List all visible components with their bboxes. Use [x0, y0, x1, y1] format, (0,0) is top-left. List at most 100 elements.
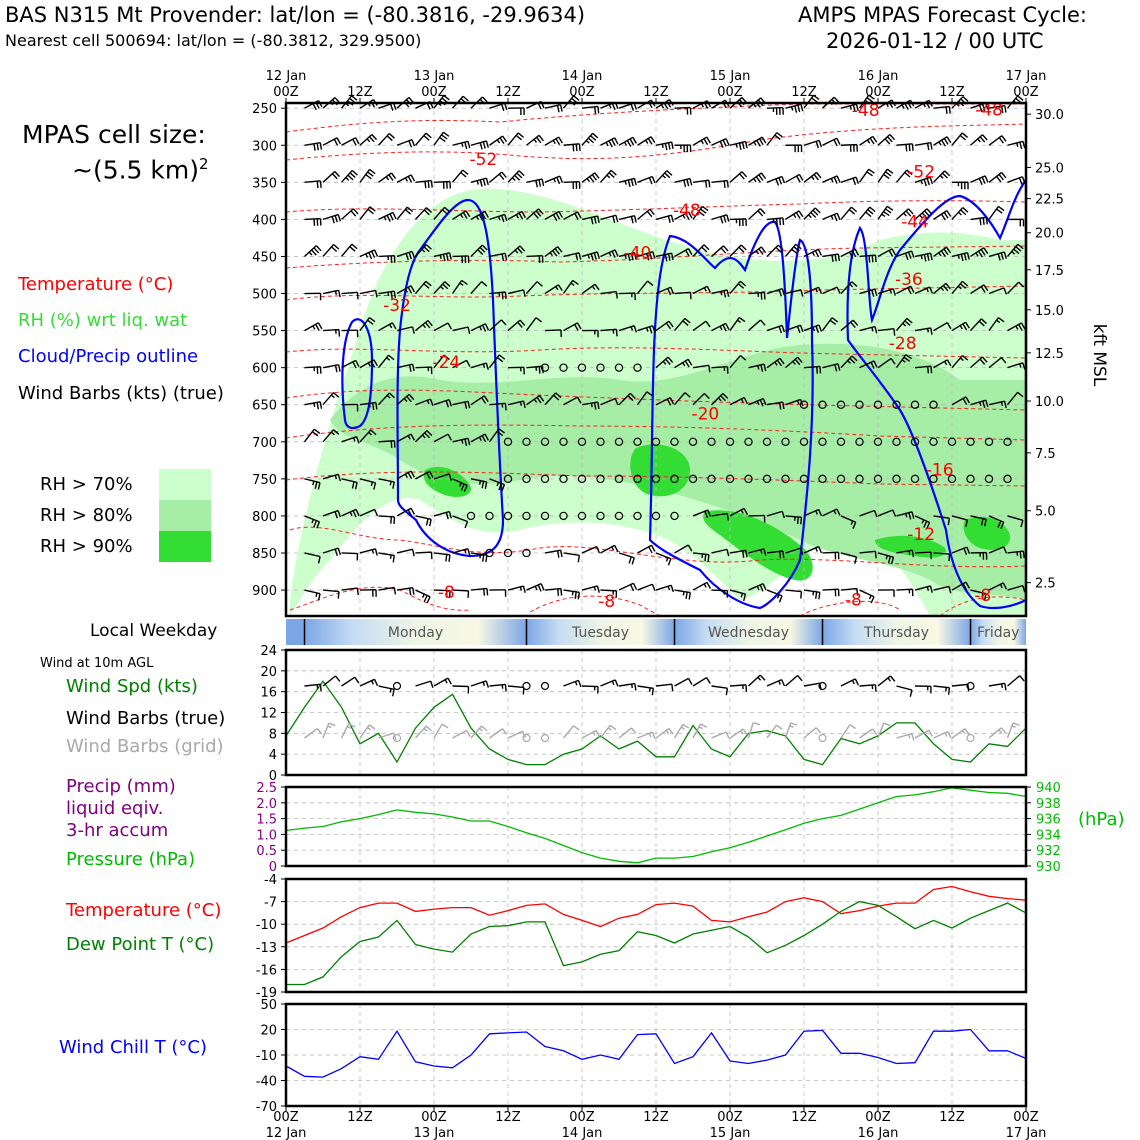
wind-barb-flag — [983, 284, 989, 292]
wind-barb — [970, 134, 983, 146]
wind-barb-half — [866, 139, 871, 144]
calm-wind-circle — [818, 681, 827, 691]
wind-barb-flag — [423, 246, 430, 253]
wind-barb-flag — [559, 175, 564, 183]
wind-barb-10m-grid-flag — [752, 722, 761, 726]
pressure-tick-label: 700 — [252, 436, 277, 451]
wind-barb-flag — [948, 586, 952, 594]
wind-barb-flag — [739, 355, 747, 361]
wind-barb — [526, 134, 540, 146]
wind-barb-flag — [666, 398, 672, 406]
wind-barb-half — [926, 586, 930, 591]
wind-barb-flag — [626, 140, 632, 147]
panel-y-tick-label: 20 — [260, 665, 277, 680]
wind-barb-flag — [855, 176, 860, 185]
wind-barb — [655, 397, 671, 406]
wind-barb-flag — [608, 172, 615, 178]
wind-barb-flag — [817, 248, 823, 256]
wind-barb-flag — [355, 360, 360, 367]
wind-barb-half — [389, 481, 392, 486]
wind-barb-flag — [687, 544, 693, 552]
wind-barb-flag — [539, 395, 545, 402]
wind-barb-flag — [448, 554, 451, 562]
wind-barb — [433, 552, 450, 556]
calm-wind-circle — [559, 474, 568, 484]
wind-barb-half — [938, 141, 942, 146]
wind-barb-half — [881, 213, 886, 218]
wind-barb-flag — [703, 244, 710, 251]
wind-barb-flag — [367, 319, 374, 325]
wind-barb-flag — [890, 556, 895, 565]
wind-barb-flag — [533, 212, 539, 219]
wind-barb-half — [830, 178, 834, 183]
temperature-contour-label: -40 — [624, 243, 652, 263]
calm-wind-circle — [744, 437, 753, 446]
wind-barb-10m-true-half — [611, 680, 615, 686]
wind-barb-flag — [481, 244, 488, 251]
wind-barb-half — [735, 143, 738, 148]
wind-barb-half — [740, 398, 744, 403]
wind-barb-flag — [985, 217, 988, 225]
wind-barb-half — [665, 557, 669, 562]
wind-barb-flag — [425, 280, 432, 287]
wind-barb-10m-true — [655, 683, 672, 687]
wind-barb — [692, 136, 708, 146]
top-hour-label: 00Z — [865, 85, 891, 100]
wind-barb-flag — [578, 252, 582, 260]
wind-barb-10m-true-flag — [430, 680, 434, 688]
wind-barb-flag — [593, 216, 597, 224]
wind-barb-flag — [796, 326, 801, 334]
wind-barb — [341, 359, 357, 369]
wind-barb-flag — [930, 142, 933, 150]
wind-barb-flag — [961, 280, 969, 287]
wind-barb-flag — [481, 435, 487, 443]
top-hour-label: 12Z — [939, 85, 965, 100]
wind-barb-flag — [518, 212, 524, 220]
wind-barb-10m-grid-flag — [651, 731, 656, 739]
wind-barb-flag — [652, 325, 656, 333]
wind-barb-half — [959, 357, 964, 362]
wind-barb — [803, 286, 819, 295]
wind-barb — [766, 175, 783, 183]
wind-barb-flag — [312, 103, 317, 111]
wind-barb-flag — [615, 291, 618, 299]
wind-barb-10m-grid-flag — [911, 733, 915, 741]
wind-barb — [914, 252, 931, 258]
wind-barb-flag — [708, 180, 711, 188]
wind-barb-flag — [755, 176, 761, 183]
calm-wind-circle — [855, 400, 864, 409]
kft-tick-label: 2.5 — [1035, 577, 1056, 592]
wind-barb-flag — [313, 143, 316, 151]
wind-barb — [951, 132, 963, 146]
wind-barb — [433, 433, 449, 443]
wind-barb — [859, 589, 875, 598]
wind-barb-flag — [910, 285, 915, 293]
wind-barb-half — [404, 177, 408, 182]
wind-barb-flag — [874, 255, 877, 263]
calm-wind-circle — [522, 511, 531, 521]
wind-barb-flag — [850, 321, 856, 328]
wind-barb-10m-true-half — [778, 680, 781, 685]
calm-wind-circle — [633, 363, 642, 372]
wind-barb-flag — [704, 554, 707, 562]
wind-barb-flag — [627, 179, 631, 187]
wind-barb — [822, 286, 838, 295]
wind-barb — [322, 137, 338, 146]
wind-barb-half — [682, 362, 686, 367]
bottom-hour-label: 12Z — [347, 1110, 373, 1125]
wind-barb-flag — [393, 291, 397, 299]
wind-barb — [636, 280, 649, 294]
pressure-right-tick-label: 938 — [1036, 797, 1061, 812]
wind-barb — [562, 280, 574, 294]
wind-barb-flag — [347, 174, 354, 181]
wind-barb-flag — [574, 591, 577, 599]
wind-barb-flag — [498, 428, 505, 434]
calm-wind-circle — [540, 511, 550, 521]
top-hour-label: 00Z — [569, 85, 595, 100]
wind-barb-flag — [983, 519, 987, 527]
temperature-contour-label: -48 — [673, 201, 701, 221]
wind-barb-flag — [501, 215, 505, 223]
calm-wind-circle-grid — [966, 733, 975, 743]
wind-barb-flag — [408, 588, 412, 596]
wind-barb-flag — [869, 206, 876, 213]
